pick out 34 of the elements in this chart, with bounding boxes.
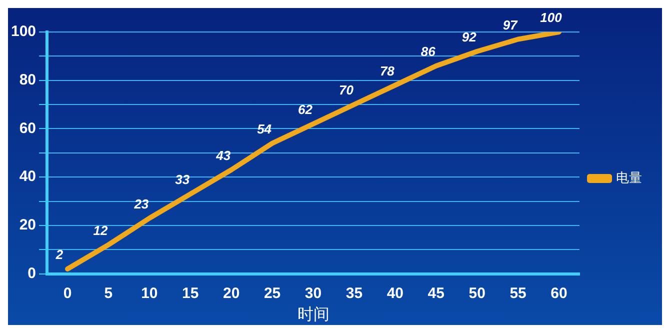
x-tick-label: 5: [104, 284, 113, 302]
data-label: 70: [338, 82, 354, 98]
data-label: 2: [54, 247, 64, 262]
x-axis-title: 时间: [297, 304, 330, 324]
data-label: 23: [133, 196, 150, 212]
data-label: 12: [93, 222, 108, 238]
x-tick-label: 60: [550, 284, 568, 302]
x-tick-label: 20: [223, 284, 240, 302]
data-label: 92: [462, 29, 478, 44]
data-label: 33: [175, 172, 190, 188]
data-label: 100: [540, 10, 563, 26]
data-label: 54: [257, 121, 272, 136]
y-tick-label: 20: [19, 216, 36, 234]
data-label: 97: [502, 17, 518, 32]
x-tick-label: 25: [264, 284, 281, 302]
x-tick-label: 10: [141, 284, 158, 302]
y-tick-label: 80: [19, 72, 36, 88]
x-tick-label: 0: [63, 284, 72, 302]
x-tick-label: 35: [346, 284, 363, 302]
y-tick-label: 40: [19, 168, 36, 186]
x-tick-label: 30: [304, 284, 322, 302]
y-tick-label: 60: [19, 120, 36, 137]
data-label: 43: [215, 148, 232, 163]
data-label: 78: [380, 63, 396, 78]
y-tick-label: 0: [28, 264, 36, 282]
data-label: 86: [420, 44, 436, 59]
legend-label: 电量: [616, 170, 642, 186]
y-tick-label: 100: [10, 23, 36, 40]
x-tick-label: 55: [510, 284, 526, 302]
x-tick-label: 40: [386, 284, 404, 302]
x-tick-label: 15: [182, 284, 199, 302]
data-label: 62: [298, 102, 314, 117]
x-tick-label: 50: [468, 284, 486, 302]
x-tick-label: 45: [428, 284, 444, 302]
